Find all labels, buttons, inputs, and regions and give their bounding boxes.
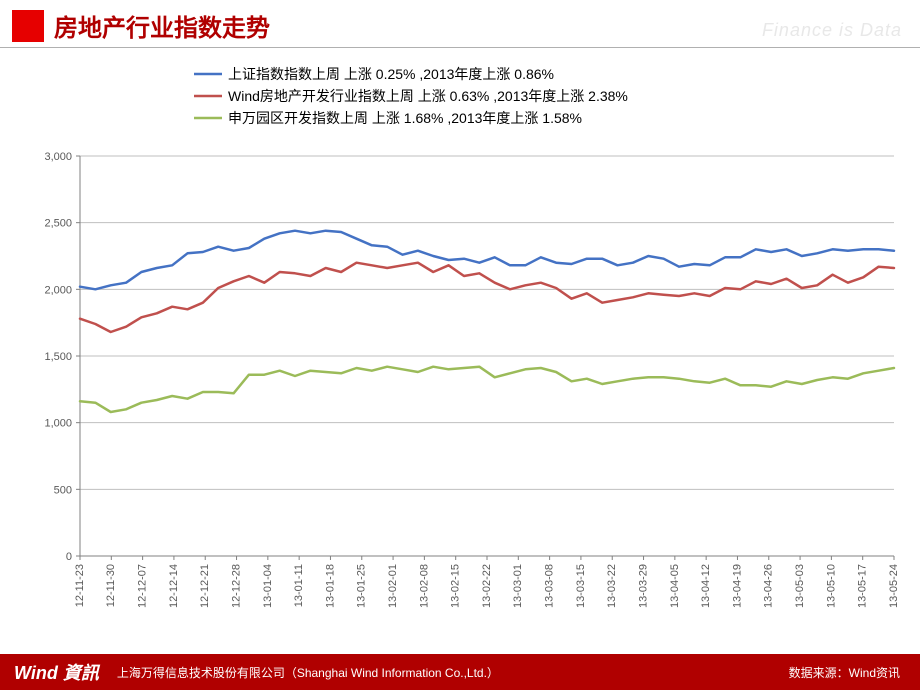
svg-text:13-01-04: 13-01-04 bbox=[262, 564, 274, 608]
svg-text:13-02-08: 13-02-08 bbox=[418, 564, 430, 608]
svg-text:13-01-11: 13-01-11 bbox=[293, 564, 305, 607]
header: 房地产行业指数走势 Finance is Data bbox=[0, 0, 920, 48]
svg-text:13-04-26: 13-04-26 bbox=[763, 564, 775, 608]
svg-text:13-04-05: 13-04-05 bbox=[669, 564, 681, 608]
svg-text:12-12-14: 12-12-14 bbox=[168, 564, 180, 608]
svg-text:2,500: 2,500 bbox=[44, 218, 72, 230]
footer-company: 上海万得信息技术股份有限公司（Shanghai Wind Information… bbox=[117, 664, 499, 681]
header-red-square bbox=[12, 10, 44, 42]
svg-text:12-12-21: 12-12-21 bbox=[199, 564, 211, 608]
svg-text:13-01-25: 13-01-25 bbox=[356, 564, 368, 608]
svg-text:13-03-29: 13-03-29 bbox=[637, 564, 649, 608]
svg-text:2,000: 2,000 bbox=[44, 284, 72, 296]
svg-text:12-12-07: 12-12-07 bbox=[137, 564, 149, 608]
svg-text:13-05-03: 13-05-03 bbox=[794, 564, 806, 608]
svg-text:13-03-22: 13-03-22 bbox=[606, 564, 618, 608]
svg-text:13-02-22: 13-02-22 bbox=[481, 564, 493, 608]
svg-text:13-05-17: 13-05-17 bbox=[857, 564, 869, 608]
svg-text:13-04-12: 13-04-12 bbox=[700, 564, 712, 608]
svg-text:13-02-15: 13-02-15 bbox=[450, 564, 462, 608]
svg-text:13-03-08: 13-03-08 bbox=[544, 564, 556, 608]
svg-text:12-11-23: 12-11-23 bbox=[74, 564, 86, 607]
svg-text:13-03-15: 13-03-15 bbox=[575, 564, 587, 608]
svg-text:申万园区开发指数上周 上涨 1.68% ,2013年度上涨: 申万园区开发指数上周 上涨 1.68% ,2013年度上涨 1.58% bbox=[228, 110, 582, 126]
svg-text:12-11-30: 12-11-30 bbox=[105, 564, 117, 607]
svg-text:0: 0 bbox=[66, 551, 72, 563]
svg-text:13-01-18: 13-01-18 bbox=[324, 564, 336, 608]
page-title: 房地产行业指数走势 bbox=[54, 8, 270, 43]
svg-text:13-05-10: 13-05-10 bbox=[825, 564, 837, 608]
footer-source: 数据来源：Wind资讯 bbox=[789, 664, 900, 681]
svg-text:13-04-19: 13-04-19 bbox=[731, 564, 743, 608]
svg-text:1,500: 1,500 bbox=[44, 351, 72, 363]
svg-text:500: 500 bbox=[54, 484, 72, 496]
svg-text:Wind房地产开发行业指数上周 上涨 0.63% ,2013: Wind房地产开发行业指数上周 上涨 0.63% ,2013年度上涨 2.38% bbox=[228, 88, 628, 104]
svg-text:1,000: 1,000 bbox=[44, 418, 72, 430]
svg-text:12-12-28: 12-12-28 bbox=[230, 564, 242, 608]
footer-logo: Wind 資訊 bbox=[14, 659, 99, 685]
line-chart: 0 500 1,000 1,500 2,000 2,500 3,000 12-11-23 12-… bbox=[24, 56, 904, 636]
svg-text:13-02-01: 13-02-01 bbox=[387, 564, 399, 608]
chart-area: 0 500 1,000 1,500 2,000 2,500 3,000 12-11-23 12-… bbox=[24, 56, 904, 636]
svg-text:上证指数指数上周 上涨 0.25% ,2013年度上涨 0.: 上证指数指数上周 上涨 0.25% ,2013年度上涨 0.86% bbox=[228, 66, 554, 82]
svg-text:13-03-01: 13-03-01 bbox=[512, 564, 524, 608]
svg-text:3,000: 3,000 bbox=[44, 151, 72, 163]
svg-text:13-05-24: 13-05-24 bbox=[888, 564, 900, 608]
watermark: Finance is Data bbox=[762, 20, 902, 41]
footer: Wind 資訊 上海万得信息技术股份有限公司（Shanghai Wind Inf… bbox=[0, 654, 920, 690]
